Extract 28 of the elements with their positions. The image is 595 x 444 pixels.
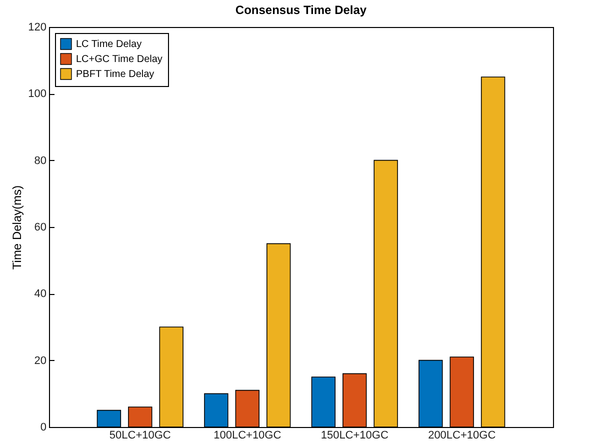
bar [235, 390, 260, 428]
bar [266, 243, 291, 428]
y-tick-label: 60 [34, 222, 46, 234]
y-tick-label: 20 [34, 354, 46, 367]
bar [311, 376, 336, 428]
bar [96, 410, 122, 428]
legend-label: PBFT Time Delay [76, 69, 154, 80]
bar [374, 160, 398, 428]
bar [204, 393, 228, 428]
x-tick-label: 150LC+10GC [320, 430, 388, 442]
chart-title: Consensus Time Delay [235, 3, 367, 17]
y-tick-label: 120 [28, 22, 46, 34]
bar [450, 356, 474, 428]
x-tick-label: 100LC+10GC [214, 430, 282, 442]
y-tick-label: 0 [40, 422, 46, 434]
bar [418, 360, 443, 428]
y-tick-label: 100 [28, 88, 46, 100]
bar [159, 326, 184, 428]
x-tick-label: 200LC+10GC [428, 430, 496, 442]
bar [342, 373, 367, 428]
y-axis-title: Time Delay(ms) [10, 185, 24, 270]
bar [480, 76, 506, 428]
y-tick-label: 40 [34, 288, 46, 300]
y-tick-label: 80 [34, 154, 46, 167]
bar [128, 406, 152, 428]
x-tick-label: 50LC+10GC [109, 430, 171, 442]
legend-label: LC Time Delay [76, 39, 142, 50]
legend-label: LC+GC Time Delay [76, 54, 162, 65]
